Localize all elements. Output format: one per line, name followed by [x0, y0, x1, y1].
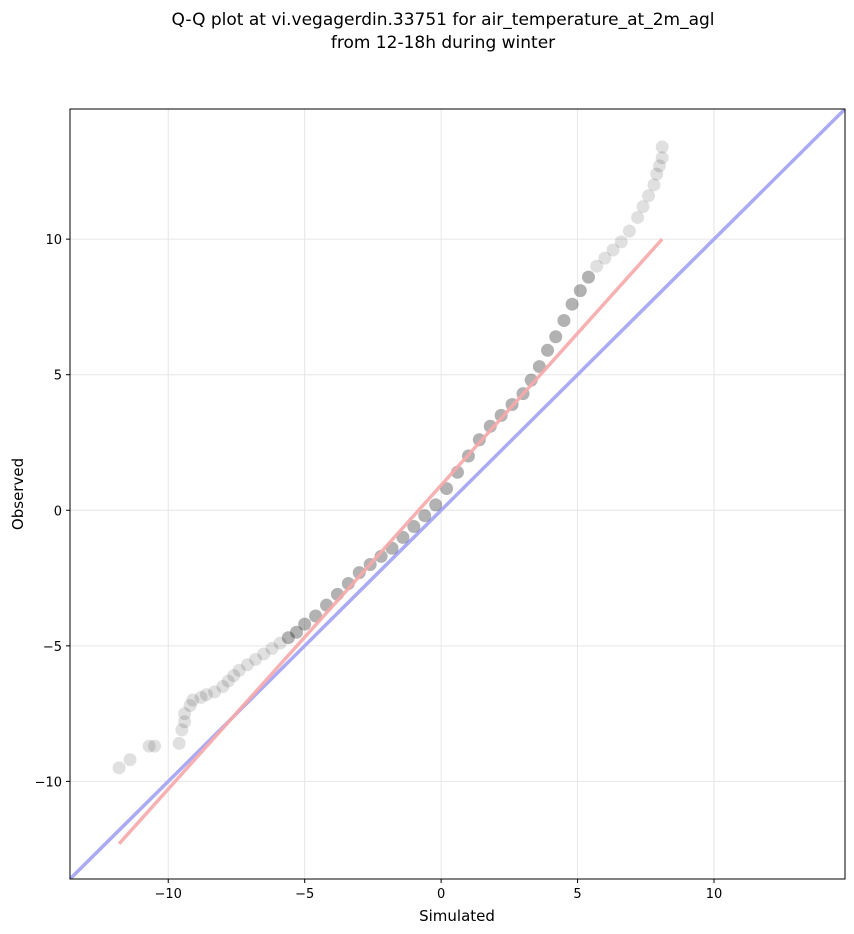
data-point [148, 739, 162, 753]
data-point [199, 688, 213, 702]
data-points-layer [112, 140, 669, 775]
data-point [429, 498, 443, 512]
x-axis-label: Simulated [419, 907, 495, 925]
data-point [614, 235, 628, 249]
data-point [249, 652, 263, 666]
data-point [598, 251, 612, 265]
data-point [652, 159, 666, 173]
x-tick-label: 5 [573, 887, 581, 902]
data-point [636, 200, 650, 214]
y-tick-label: 0 [54, 504, 62, 519]
data-point [194, 690, 208, 704]
data-point [172, 736, 186, 750]
data-point [183, 698, 197, 712]
data-point [232, 663, 246, 677]
chart-subtitle: from 12-18h during winter [331, 33, 555, 53]
data-point [565, 297, 579, 311]
data-point [265, 642, 279, 656]
data-point [112, 761, 126, 775]
data-point [178, 715, 192, 729]
data-point [407, 520, 421, 534]
data-point [352, 566, 366, 580]
data-point [396, 530, 410, 544]
data-point [142, 739, 156, 753]
data-point [221, 674, 235, 688]
data-point [642, 189, 656, 203]
data-point [216, 680, 230, 693]
x-tick-label: 10 [706, 887, 723, 902]
fit-line-layer [117, 237, 664, 845]
data-point [178, 707, 192, 721]
data-point [494, 408, 508, 422]
chart-title: Q-Q plot at vi.vegagerdin.33751 for air_… [171, 10, 714, 30]
data-point [208, 685, 222, 699]
data-point [186, 693, 200, 707]
data-point [650, 167, 664, 181]
y-tick-label: −5 [43, 640, 62, 655]
x-tick-label: −10 [155, 887, 182, 902]
data-point [257, 647, 271, 661]
data-point [227, 669, 241, 683]
data-point [298, 617, 312, 631]
y-axis-label: Observed [9, 458, 27, 530]
data-point [557, 313, 571, 327]
data-point [647, 178, 661, 192]
axis-ticks: −10 −5 0 5 10 −10 −5 0 5 10 [35, 233, 723, 902]
data-point [418, 509, 432, 523]
data-point [281, 631, 295, 645]
data-point [655, 151, 669, 165]
y-tick-label: 5 [54, 369, 62, 384]
data-point [240, 658, 254, 672]
plot-frame [69, 108, 846, 880]
data-point [549, 330, 563, 344]
data-point [622, 224, 636, 238]
y-tick-label: −10 [35, 775, 62, 790]
data-point [573, 284, 587, 298]
reference-line-layer [70, 109, 845, 879]
data-point [123, 753, 137, 767]
data-point [289, 625, 303, 639]
y-tick-label: 10 [45, 233, 62, 248]
data-point [273, 636, 287, 650]
data-point [175, 723, 189, 737]
data-point [606, 243, 620, 257]
fit-line [117, 237, 664, 845]
data-point [581, 270, 595, 284]
data-point [541, 343, 555, 357]
data-point [655, 140, 669, 154]
x-tick-label: −5 [295, 887, 314, 902]
data-point [631, 210, 645, 224]
data-point [590, 259, 604, 273]
x-tick-label: 0 [437, 887, 445, 902]
reference-line [70, 109, 845, 879]
